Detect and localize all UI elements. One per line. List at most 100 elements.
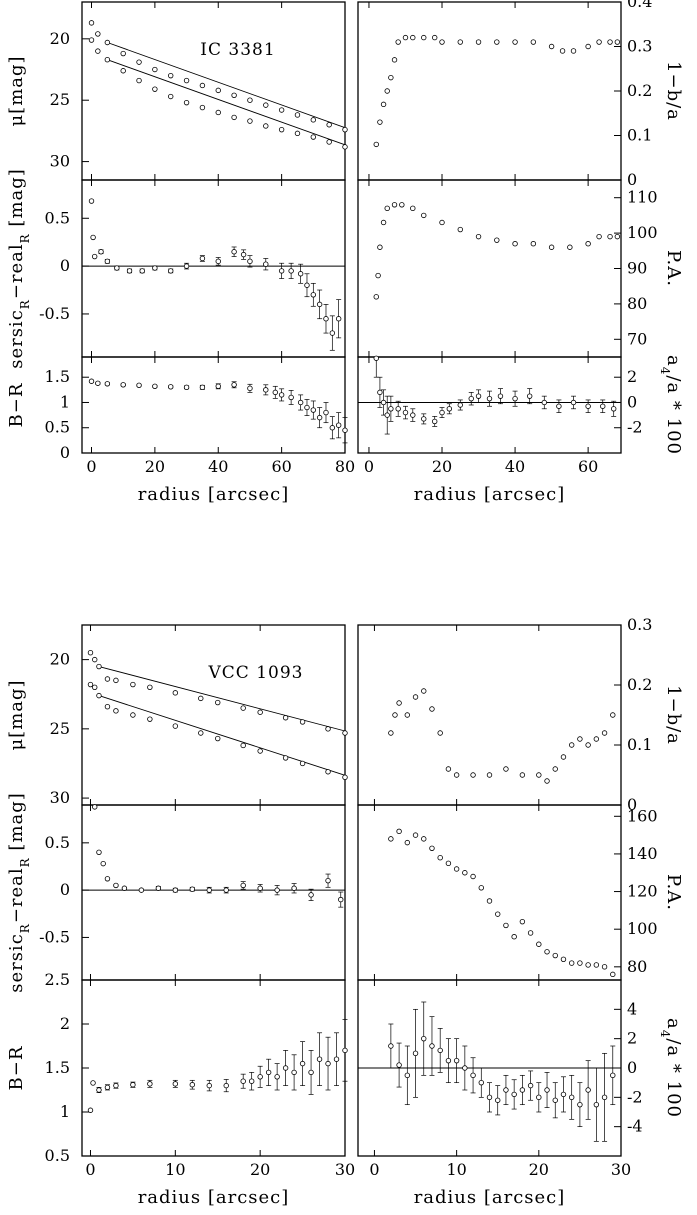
data-point: [326, 122, 332, 128]
x-tick-label: 0: [369, 1160, 379, 1179]
data-point: [147, 716, 153, 722]
data-point: [388, 836, 394, 842]
y-tick-label: 140: [627, 844, 658, 863]
y-tick-label: 0: [627, 1058, 637, 1077]
data-point: [445, 860, 452, 867]
data-point: [297, 271, 304, 277]
data-point: [247, 385, 253, 392]
data-point: [567, 244, 573, 250]
data-point: [263, 261, 269, 267]
data-point: [326, 139, 332, 145]
data-point: [199, 104, 206, 111]
data-point: [121, 885, 128, 891]
data-point: [437, 730, 443, 736]
data-point: [453, 1057, 460, 1064]
data-point: [95, 48, 101, 54]
y-tick-label: 80: [627, 294, 647, 313]
data-point: [113, 708, 119, 714]
data-point: [198, 730, 204, 736]
data-point: [548, 244, 555, 250]
axis-title-part: 4: [658, 367, 672, 376]
data-point: [601, 964, 608, 970]
axis-title-part: R: [18, 299, 32, 309]
data-point: [96, 663, 102, 670]
data-point: [570, 399, 577, 406]
x-tick-label: 20: [250, 1160, 270, 1179]
data-point: [325, 877, 331, 884]
data-point: [316, 414, 323, 421]
data-point: [614, 233, 621, 240]
data-point: [556, 403, 562, 409]
x-tick-label: 20: [432, 457, 452, 476]
data-point: [257, 709, 263, 715]
data-point: [388, 1043, 394, 1049]
data-point: [380, 101, 387, 108]
data-point: [544, 949, 550, 955]
data-point: [593, 736, 600, 742]
data-point: [402, 34, 409, 41]
y-tick-label: 110: [627, 188, 658, 207]
data-point: [495, 1097, 501, 1103]
y-tick-label: 100: [627, 919, 658, 938]
axis-title-part: /a * 100: [663, 1038, 684, 1118]
data-point: [519, 918, 526, 925]
x-axis-title: radius [arcsec]: [138, 1187, 290, 1208]
data-point: [486, 395, 493, 402]
data-point: [577, 960, 583, 966]
axis-title-part: B−R: [6, 1046, 27, 1091]
y-tick-label: 1: [60, 1102, 70, 1121]
fit-line: [98, 695, 346, 776]
data-point: [410, 412, 416, 418]
data-point: [136, 59, 142, 65]
x-axis-right_column: 0 20 40 60 radius [arcsec]: [364, 457, 598, 505]
x-tick-label: 10: [165, 1160, 185, 1179]
data-point: [120, 382, 126, 388]
data-point: [172, 1081, 179, 1087]
y-tick-label: 25: [50, 719, 70, 738]
data-point: [577, 1101, 583, 1108]
galaxy-label: IC 3381: [200, 40, 275, 60]
data-point: [310, 134, 317, 140]
data-point: [560, 1091, 567, 1098]
panel-right_column-a4: -2 0 2 a4/a * 100: [357, 355, 684, 455]
data-point: [92, 804, 98, 810]
data-point: [395, 406, 401, 412]
data-point: [503, 766, 509, 772]
data-point: [377, 119, 383, 125]
data-point: [412, 1050, 419, 1057]
data-point: [342, 144, 348, 150]
data-point: [544, 1087, 550, 1093]
data-point: [291, 1069, 297, 1076]
data-point: [536, 941, 542, 947]
data-point: [139, 268, 145, 274]
y-axis-title: P.A.: [663, 874, 684, 911]
data-point: [199, 384, 206, 391]
data-point: [299, 760, 306, 767]
data-point: [530, 241, 537, 247]
data-point: [536, 772, 542, 778]
data-point: [552, 1097, 558, 1103]
data-point: [511, 934, 517, 940]
y-tick-label: 80: [627, 957, 647, 976]
axis-title-part: R: [18, 923, 32, 933]
data-point: [512, 39, 518, 45]
data-point: [172, 723, 179, 729]
y-tick-label: 2: [60, 1014, 70, 1033]
data-point: [310, 117, 317, 123]
y-tick-label: 0.4: [627, 0, 652, 11]
data-point: [527, 1082, 534, 1089]
data-point: [462, 870, 468, 876]
axis-title-part: 4: [658, 1030, 672, 1039]
data-point: [114, 265, 120, 271]
data-point: [421, 1035, 427, 1042]
data-point: [478, 1079, 484, 1086]
panel-frame: [81, 979, 346, 1157]
y-tick-label: -2: [627, 1087, 643, 1106]
data-point: [342, 730, 348, 736]
y-tick-label: 0: [60, 880, 70, 899]
data-point: [610, 971, 616, 978]
data-point: [215, 87, 221, 94]
axis-title-part: /a * 100: [663, 375, 684, 455]
data-point: [223, 1082, 229, 1089]
